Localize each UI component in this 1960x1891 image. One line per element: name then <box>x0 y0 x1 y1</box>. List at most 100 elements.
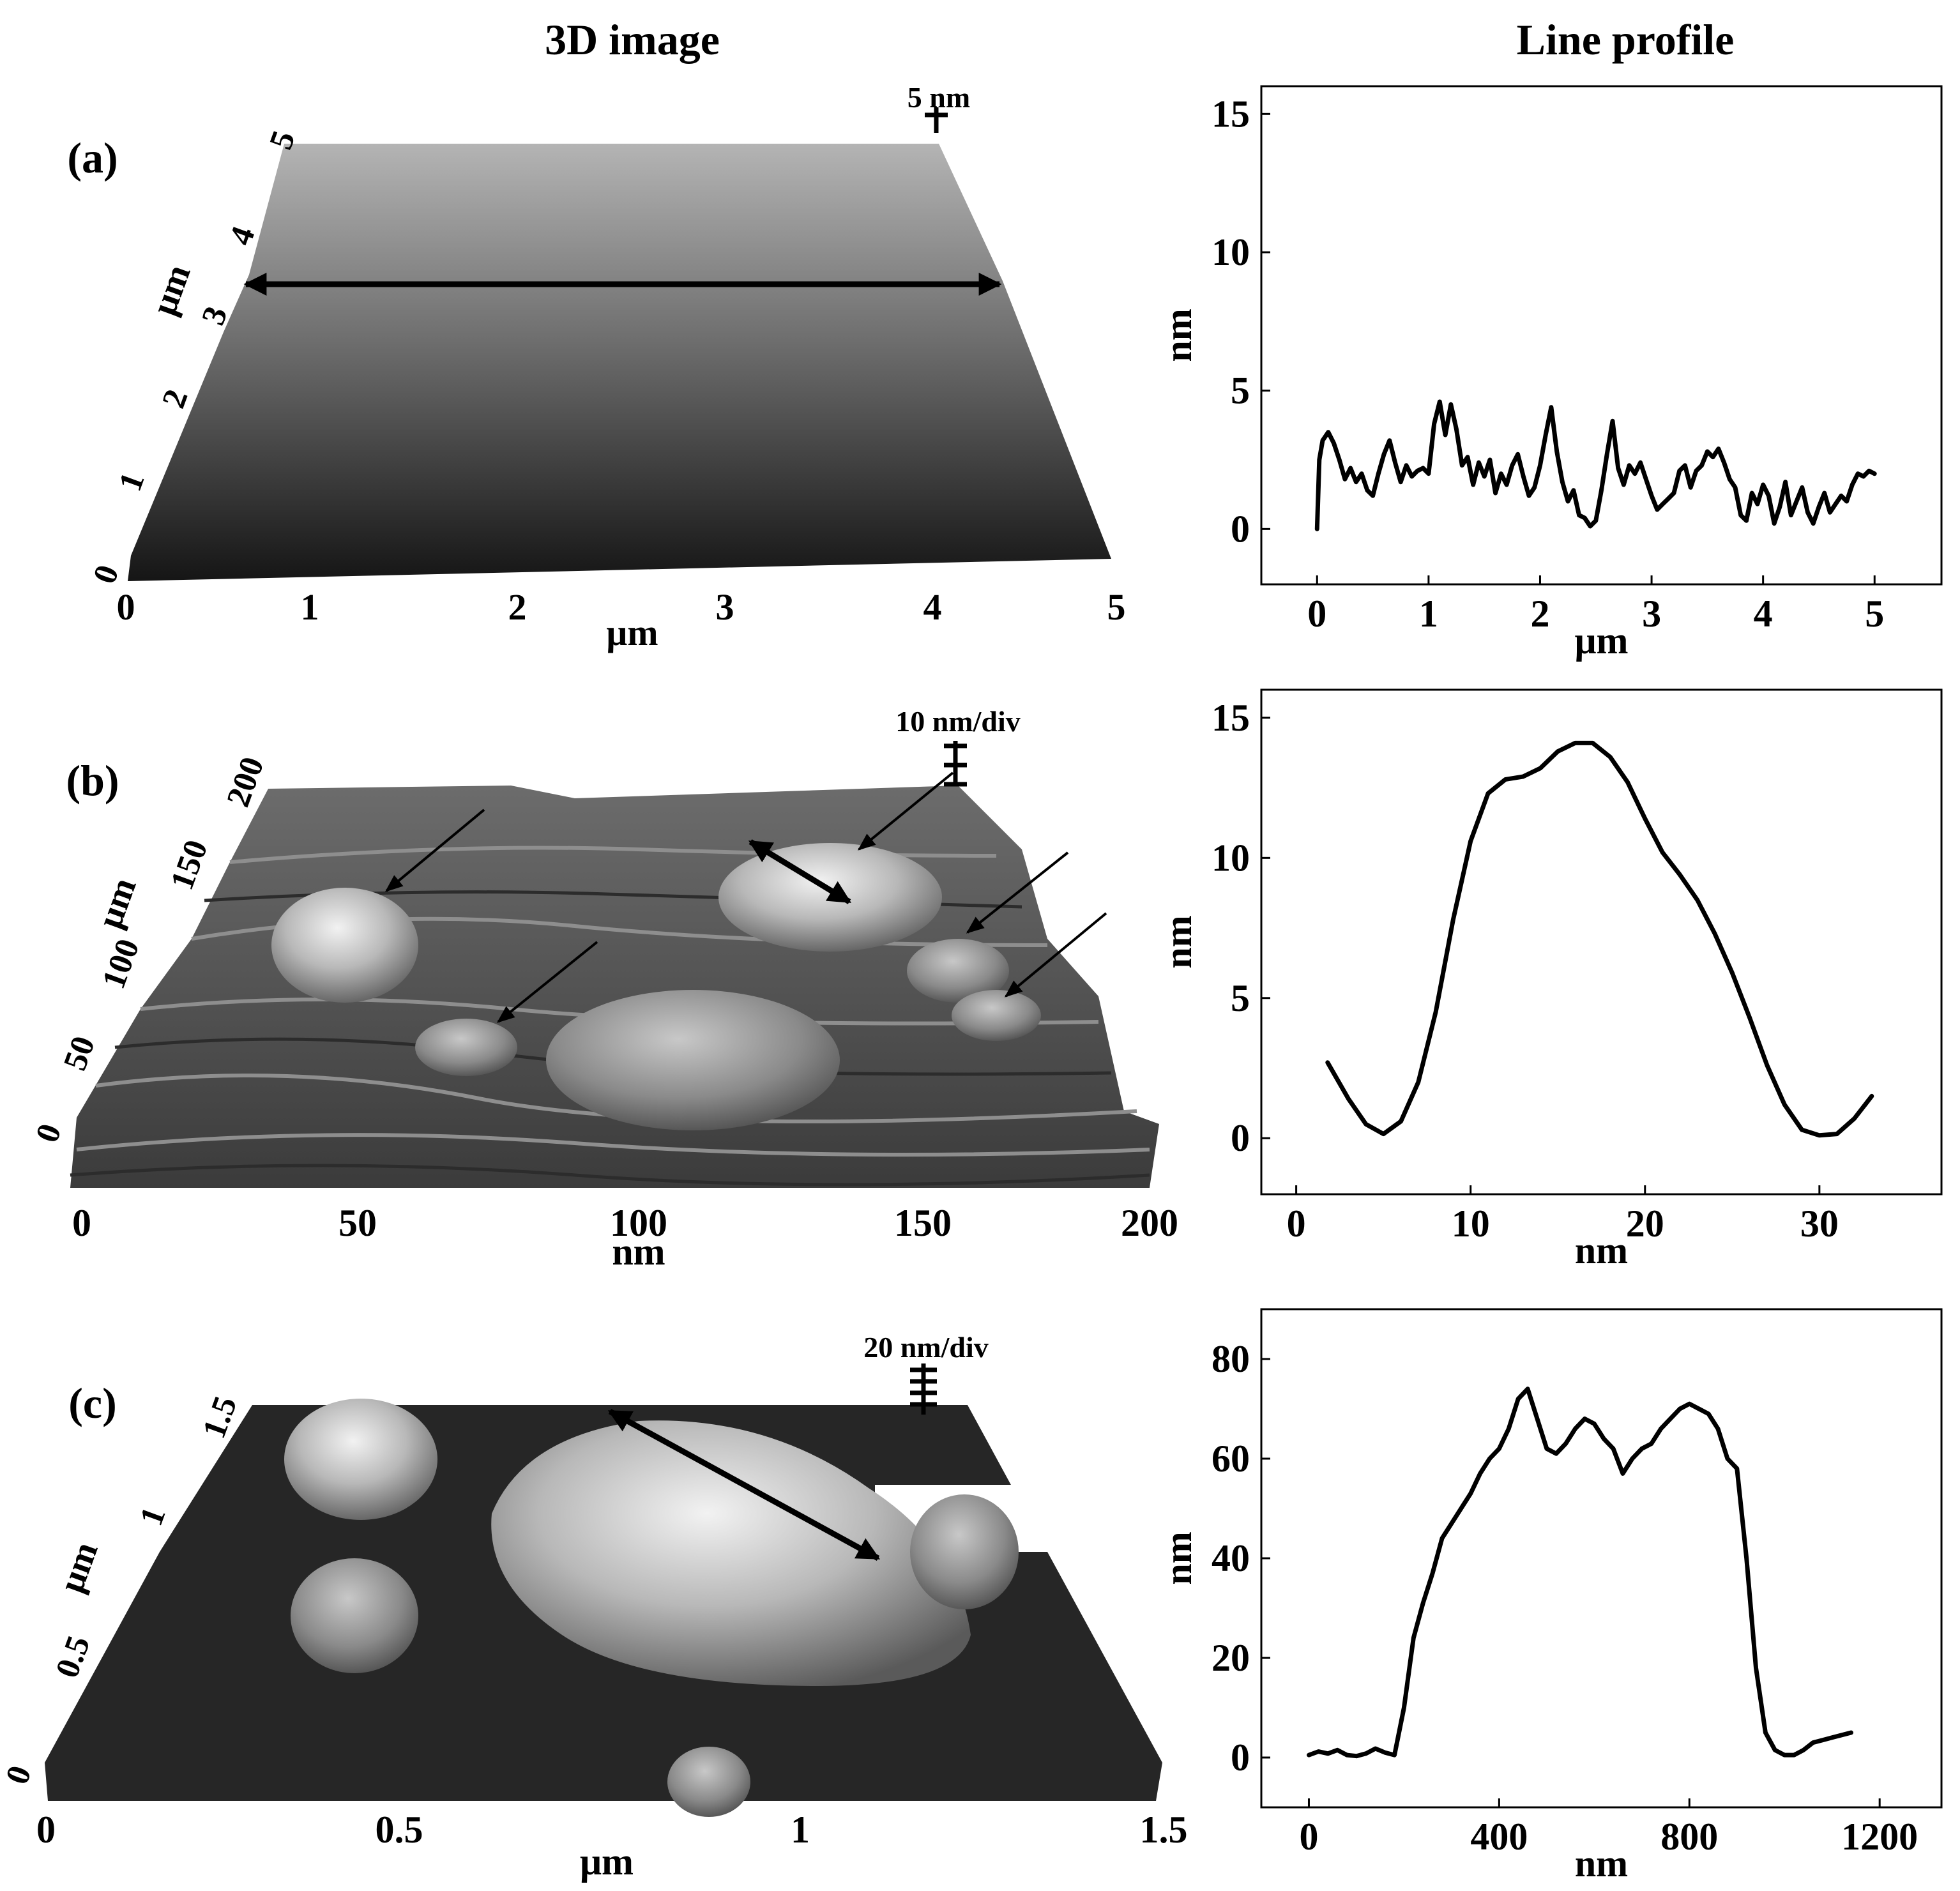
x-tick-c-3: 1.5 <box>1140 1809 1188 1851</box>
afm-mound-b-5 <box>907 939 1009 1003</box>
header-3d-image: 3D image <box>545 15 720 64</box>
y-tick-label-a-3: 15 <box>1212 93 1250 135</box>
panel-label-b: (b) <box>66 756 119 805</box>
x-tick-label-a-0: 0 <box>1307 593 1326 635</box>
y-tick-b-3: 150 <box>163 835 215 895</box>
scale-label-b: 10 nm/div <box>895 705 1021 738</box>
line-profile-chart-c: 0 400 800 1200 0 20 40 60 80 nm nm <box>1157 1308 1943 1885</box>
y-tick-a-0: 0 <box>86 560 126 588</box>
y-label-c: μm <box>52 1537 106 1597</box>
x-tick-label-b-2: 20 <box>1626 1203 1664 1245</box>
x-tick-label-a-1: 1 <box>1419 593 1438 635</box>
x-label-b: nm <box>612 1231 665 1273</box>
y-tick-b-1: 50 <box>57 1031 102 1075</box>
afm-panel-b: 10 nm/div (b) 0 50 100 150 200 nm 0 50 1… <box>29 705 1178 1273</box>
scale-label-c: 20 nm/div <box>863 1331 989 1363</box>
y-tick-a-2: 2 <box>155 384 195 413</box>
y-tick-a-4: 4 <box>222 222 262 250</box>
pointer-arrow-b-3 <box>966 851 1069 934</box>
y-tick-label-b-2: 10 <box>1212 837 1250 879</box>
panel-label-a: (a) <box>67 133 118 182</box>
afm-surface-a <box>128 144 1111 581</box>
x-axis-label-b: nm <box>1575 1229 1628 1272</box>
y-tick-c-1: 0.5 <box>49 1631 98 1683</box>
y-axis-label-b: nm <box>1157 915 1199 968</box>
pointer-arrow-b-2 <box>857 771 954 851</box>
y-axis-label-c: nm <box>1157 1531 1199 1584</box>
x-tick-b-3: 150 <box>894 1202 952 1244</box>
afm-mound-b-3 <box>546 990 840 1130</box>
x-axis-label-a: μm <box>1575 619 1629 662</box>
afm-mound-b-6 <box>952 990 1041 1041</box>
x-label-c: μm <box>580 1841 634 1883</box>
x-tick-a-2: 2 <box>508 586 527 628</box>
afm-mound-b-4 <box>415 1019 517 1076</box>
y-tick-a-1: 1 <box>112 467 151 496</box>
x-axis-label-c: nm <box>1575 1842 1628 1885</box>
x-tick-label-c-2: 800 <box>1660 1816 1718 1858</box>
x-tick-b-4: 200 <box>1121 1202 1178 1244</box>
profile-line-a <box>1314 399 1877 531</box>
y-label-b: μm <box>90 872 144 933</box>
x-tick-c-0: 0 <box>36 1809 56 1851</box>
pointer-arrow-b-1 <box>384 809 485 892</box>
y-label-a: μm <box>144 259 199 320</box>
x-tick-c-2: 1 <box>791 1809 810 1851</box>
y-tick-b-0: 0 <box>29 1119 68 1147</box>
profile-line-b <box>1325 740 1874 1138</box>
x-axis-b: 0 50 100 150 200 nm <box>72 1202 1178 1273</box>
x-axis-a: 0 1 2 3 4 5 μm <box>117 586 1126 653</box>
y-axis-label-a: nm <box>1157 308 1199 361</box>
x-axis-c: 0 0.5 1 1.5 μm <box>36 1809 1188 1883</box>
x-tick-a-5: 5 <box>1107 586 1126 628</box>
plot-frame-c <box>1260 1308 1943 1809</box>
y-tick-label-c-1: 20 <box>1212 1637 1250 1679</box>
y-tick-label-c-2: 40 <box>1212 1537 1250 1579</box>
x-tick-c-1: 0.5 <box>376 1809 423 1851</box>
afm-mound-c-1 <box>284 1399 437 1520</box>
x-tick-label-a-2: 2 <box>1530 593 1549 635</box>
x-tick-a-3: 3 <box>716 586 734 628</box>
afm-panel-a: 5 nm (a) 0 1 2 3 4 5 μm 0 1 2 3 4 5 μm <box>67 81 1125 653</box>
x-tick-label-a-4: 4 <box>1754 593 1773 635</box>
x-tick-label-a-5: 5 <box>1865 593 1884 635</box>
afm-mound-c-4 <box>291 1558 418 1673</box>
line-profile-chart-b: 0 10 20 30 0 5 10 15 nm nm <box>1157 688 1943 1272</box>
x-label-a: μm <box>606 612 658 653</box>
y-tick-label-b-3: 15 <box>1212 697 1250 739</box>
x-tick-a-4: 4 <box>923 586 942 628</box>
y-tick-label-c-0: 0 <box>1231 1736 1250 1779</box>
y-tick-b-2: 100 <box>95 934 146 994</box>
x-tick-label-c-1: 400 <box>1470 1816 1528 1858</box>
measure-arrow-c <box>607 1409 881 1561</box>
x-tick-b-1: 50 <box>338 1202 377 1244</box>
afm-mound-b-2 <box>718 843 942 952</box>
x-tick-label-c-0: 0 <box>1299 1816 1318 1858</box>
header-line-profile: Line profile <box>1517 15 1735 64</box>
y-tick-label-b-0: 0 <box>1231 1117 1250 1159</box>
x-tick-b-0: 0 <box>72 1202 91 1244</box>
pointer-arrow-b-4 <box>1004 912 1107 998</box>
afm-panel-c: 20 nm/div (c) 0 0.5 1 1.5 μm 0 0.5 1 1.5… <box>0 1331 1188 1883</box>
y-tick-label-c-4: 80 <box>1212 1338 1250 1380</box>
profile-line-c <box>1307 1386 1853 1759</box>
x-tick-label-b-1: 10 <box>1452 1203 1490 1245</box>
scale-bar-b <box>944 741 967 787</box>
x-tick-label-c-3: 1200 <box>1841 1816 1918 1858</box>
afm-mound-c-3 <box>910 1494 1019 1609</box>
y-tick-label-a-0: 0 <box>1231 508 1250 550</box>
scale-bar-c <box>910 1363 937 1415</box>
plot-frame-b <box>1260 688 1943 1196</box>
y-tick-c-2: 1 <box>133 1502 172 1530</box>
panel-label-c: (c) <box>68 1379 116 1427</box>
x-tick-a-1: 1 <box>301 586 319 628</box>
line-profile-chart-a: 0 1 2 3 4 5 0 5 10 15 μm nm <box>1157 85 1943 662</box>
afm-mound-c-5 <box>667 1747 750 1817</box>
measure-arrow-b <box>748 839 852 904</box>
x-tick-a-0: 0 <box>117 586 135 628</box>
scale-bar-a <box>925 107 948 133</box>
x-tick-b-2: 100 <box>610 1202 667 1244</box>
scale-label-a: 5 nm <box>908 81 970 114</box>
y-tick-c-0: 0 <box>0 1761 39 1789</box>
y-tick-label-a-1: 5 <box>1231 370 1250 412</box>
